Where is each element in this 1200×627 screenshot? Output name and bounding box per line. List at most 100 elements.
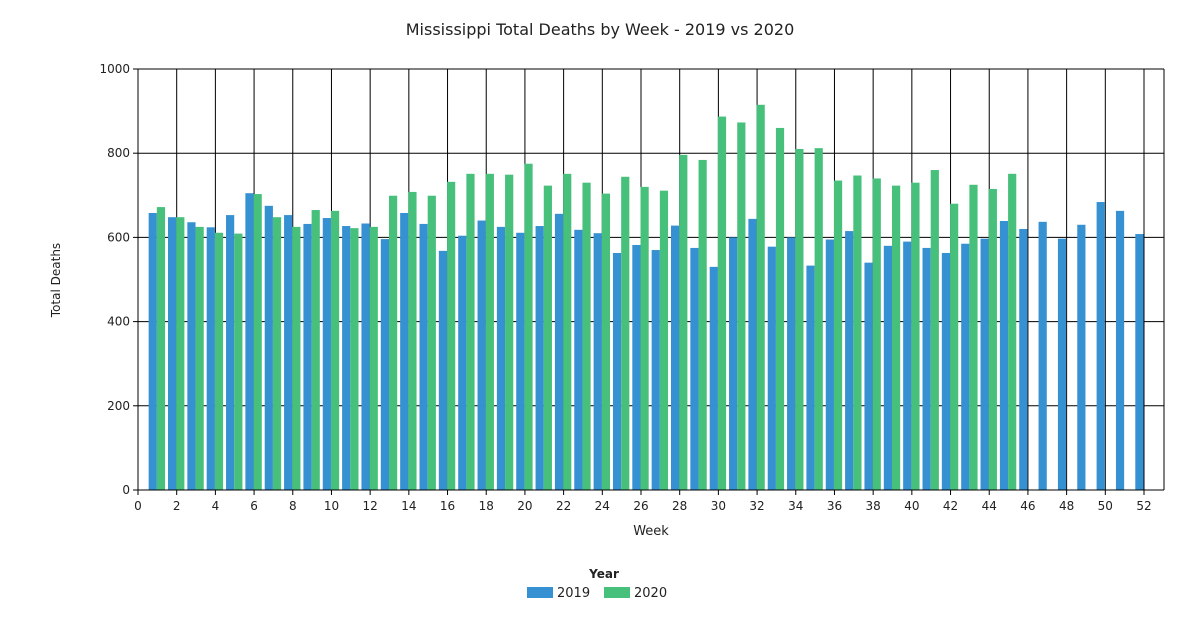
- x-tick-label: 32: [749, 499, 764, 513]
- bar-2019-week-5: [226, 215, 235, 490]
- bar-2019-week-34: [787, 237, 796, 490]
- bar-2019-week-33: [767, 246, 776, 490]
- y-tick-label: 400: [107, 315, 130, 329]
- x-tick-label: 26: [633, 499, 648, 513]
- bar-2019-week-1: [148, 212, 157, 490]
- bar-2020-week-12: [369, 226, 378, 490]
- bar-2020-week-23: [582, 182, 591, 491]
- bar-2019-week-44: [980, 238, 989, 490]
- x-tick-label: 28: [672, 499, 687, 513]
- bar-2020-week-33: [775, 127, 785, 490]
- bar-2020-week-39: [892, 185, 901, 490]
- bar-2020-week-20: [524, 163, 533, 490]
- x-tick-label: 20: [517, 499, 532, 513]
- x-tick-label: 36: [827, 499, 842, 513]
- bar-2019-week-17: [458, 235, 467, 490]
- bar-2019-week-3: [187, 222, 196, 490]
- y-axis-label: Total Deaths: [49, 243, 63, 318]
- x-tick-label: 42: [943, 499, 958, 513]
- bar-2020-week-16: [447, 181, 456, 490]
- bar-2020-week-22: [563, 173, 572, 491]
- bar-2019-week-36: [825, 239, 834, 490]
- x-tick-label: 12: [363, 499, 378, 513]
- bar-2020-week-34: [795, 148, 804, 491]
- bar-2019-week-14: [400, 212, 409, 490]
- bar-2019-week-12: [361, 223, 370, 490]
- bar-2020-week-14: [408, 191, 417, 490]
- y-tick-label: 800: [107, 146, 130, 160]
- bar-2020-week-38: [872, 178, 881, 490]
- bar-2020-week-26: [640, 186, 649, 490]
- bar-2019-week-22: [554, 213, 564, 490]
- x-tick-label: 18: [479, 499, 494, 513]
- x-tick-label: 16: [440, 499, 455, 513]
- bar-2019-week-13: [380, 239, 389, 490]
- bar-2019-week-43: [961, 243, 970, 490]
- legend-title: Year: [588, 567, 619, 581]
- legend-label-2019[interactable]: 2019: [557, 586, 590, 601]
- bar-2020-week-5: [234, 233, 243, 490]
- bar-2020-week-7: [272, 217, 282, 490]
- bar-2020-week-21: [543, 185, 552, 490]
- chart-title: Mississippi Total Deaths by Week - 2019 …: [406, 20, 795, 39]
- x-axis-label: Week: [633, 524, 669, 539]
- y-tick-label: 0: [122, 483, 130, 497]
- bar-2020-week-25: [621, 176, 630, 490]
- bar-2019-week-37: [845, 231, 854, 490]
- x-tick-label: 4: [212, 499, 220, 513]
- bar-2019-week-10: [322, 218, 331, 490]
- bar-2019-week-24: [593, 233, 602, 490]
- bar-2020-week-40: [911, 182, 920, 491]
- bar-2019-week-23: [574, 229, 583, 490]
- bar-2019-week-28: [670, 225, 680, 490]
- x-tick-label: 0: [134, 499, 142, 513]
- bar-2020-week-27: [659, 190, 669, 490]
- bar-2019-week-47: [1038, 221, 1047, 490]
- bar-2019-week-21: [535, 226, 544, 490]
- bar-2019-week-11: [342, 226, 351, 490]
- bar-2020-week-44: [988, 188, 997, 491]
- bar-2020-week-2: [176, 217, 185, 490]
- bar-2019-week-27: [651, 250, 660, 490]
- bar-2019-week-32: [748, 218, 757, 490]
- bar-2020-week-11: [350, 228, 359, 490]
- x-tick-label: 38: [866, 499, 881, 513]
- y-tick-label: 1000: [99, 62, 130, 76]
- y-tick-label: 600: [107, 230, 130, 244]
- legend-label-2020[interactable]: 2020: [634, 586, 667, 601]
- bar-2019-week-46: [1019, 228, 1028, 491]
- bar-2019-week-18: [477, 220, 486, 490]
- x-tick-label: 8: [289, 499, 297, 513]
- legend: Year 2019 2020: [527, 567, 667, 601]
- x-tick-label: 2: [173, 499, 181, 513]
- bar-2020-week-18: [485, 173, 494, 491]
- bar-2019-week-2: [167, 217, 177, 490]
- bar-2019-week-52: [1135, 234, 1144, 490]
- bar-2020-week-32: [756, 104, 765, 490]
- bar-2020-week-41: [930, 170, 939, 491]
- x-tick-label: 22: [556, 499, 571, 513]
- bar-2019-week-50: [1096, 202, 1105, 490]
- bar-2020-week-9: [311, 210, 320, 490]
- bar-2020-week-24: [601, 193, 611, 490]
- bar-2019-week-51: [1115, 210, 1125, 490]
- bar-2019-week-4: [206, 227, 215, 490]
- bar-2019-week-19: [496, 226, 506, 490]
- bar-2019-week-16: [438, 250, 448, 490]
- bar-2019-week-26: [632, 244, 641, 490]
- bar-2020-week-6: [253, 194, 262, 491]
- bar-2020-week-31: [737, 122, 746, 490]
- bar-2019-week-7: [264, 205, 273, 490]
- bar-2020-week-10: [330, 210, 340, 490]
- bar-2019-week-48: [1057, 238, 1067, 490]
- x-tick-label: 34: [788, 499, 803, 513]
- bar-2020-week-15: [427, 195, 436, 490]
- bar-2019-week-40: [903, 241, 912, 490]
- bar-2019-week-29: [690, 247, 699, 490]
- bar-2019-week-45: [999, 220, 1009, 490]
- bar-2020-week-35: [814, 148, 823, 490]
- legend-swatch-2020: [604, 587, 630, 598]
- x-tick-label: 50: [1098, 499, 1113, 513]
